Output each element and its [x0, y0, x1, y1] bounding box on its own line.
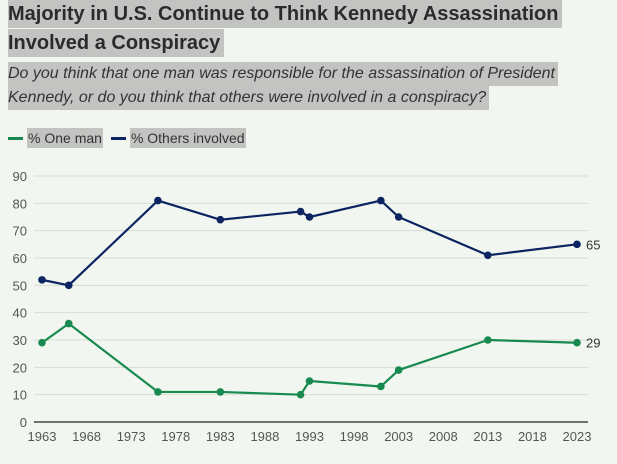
- y-tick-label: 70: [13, 224, 27, 239]
- x-tick-label: 2023: [563, 429, 592, 444]
- data-point-others-involved: [573, 240, 581, 249]
- chart-subtitle-line-2: Kennedy, or do you think that others wer…: [8, 86, 490, 110]
- data-point-others-involved: [305, 213, 314, 221]
- legend-swatch-others-involved: [110, 136, 126, 140]
- data-point-one-man: [394, 366, 403, 374]
- y-tick-label: 30: [13, 333, 27, 348]
- x-tick-label: 2013: [473, 429, 502, 444]
- end-label-others-involved: 65: [586, 237, 600, 252]
- chart-title: Majority in U.S. Continue to Think Kenne…: [8, 0, 563, 57]
- data-point-one-man: [154, 388, 162, 396]
- legend-item-one-man[interactable]: % One man: [8, 128, 103, 148]
- y-tick-label: 50: [13, 278, 27, 293]
- x-tick-label: 2018: [518, 429, 547, 444]
- legend-label-others-involved: % Others involved: [129, 128, 246, 148]
- x-tick-label: 1988: [250, 429, 279, 444]
- x-tick-label: 1973: [117, 429, 146, 444]
- x-tick-label: 1978: [161, 429, 190, 444]
- data-point-one-man: [216, 388, 225, 396]
- data-point-others-involved: [38, 276, 46, 284]
- y-tick-label: 80: [13, 196, 27, 211]
- data-point-one-man: [64, 319, 73, 328]
- x-tick-label: 1993: [295, 429, 324, 444]
- y-tick-label: 20: [13, 360, 27, 375]
- series-line-one-man: [41, 322, 578, 396]
- data-point-one-man: [38, 338, 46, 347]
- chart-title-line-1: Majority in U.S. Continue to Think Kenne…: [8, 0, 563, 28]
- chart-subtitle: Do you think that one man was responsibl…: [8, 62, 558, 110]
- data-point-others-involved: [377, 196, 385, 205]
- y-tick-label: 60: [13, 251, 27, 266]
- data-point-others-involved: [64, 281, 73, 290]
- data-point-one-man: [305, 377, 314, 385]
- chart-title-line-2: Involved a Conspiracy: [8, 29, 225, 57]
- legend-swatch-one-man: [8, 136, 23, 140]
- y-tick-label: 40: [13, 306, 27, 321]
- data-point-one-man: [377, 382, 385, 391]
- legend-label-one-man: % One man: [27, 128, 103, 148]
- x-tick-label: 1963: [28, 429, 57, 444]
- x-tick-label: 1983: [206, 429, 235, 444]
- legend-item-others-involved[interactable]: % Others involved: [110, 128, 246, 148]
- x-tick-label: 1998: [340, 429, 369, 444]
- data-point-others-involved: [484, 251, 492, 260]
- data-point-one-man: [296, 390, 305, 399]
- end-label-one-man: 29: [586, 336, 600, 351]
- data-point-others-involved: [154, 196, 162, 205]
- x-tick-label: 1968: [72, 429, 101, 444]
- data-point-others-involved: [296, 207, 305, 216]
- y-tick-label: 90: [13, 169, 27, 184]
- data-point-one-man: [484, 336, 492, 344]
- chart-subtitle-line-1: Do you think that one man was responsibl…: [8, 62, 558, 86]
- y-tick-label: 10: [13, 388, 27, 403]
- x-tick-label: 2003: [384, 429, 413, 444]
- x-tick-label: 2008: [429, 429, 458, 444]
- data-point-others-involved: [394, 213, 403, 221]
- y-tick-label: 0: [20, 415, 27, 430]
- data-point-others-involved: [216, 215, 225, 224]
- series-line-others-involved: [41, 199, 578, 287]
- data-point-one-man: [573, 338, 581, 347]
- chart-legend: % One man % Others involved: [8, 128, 254, 148]
